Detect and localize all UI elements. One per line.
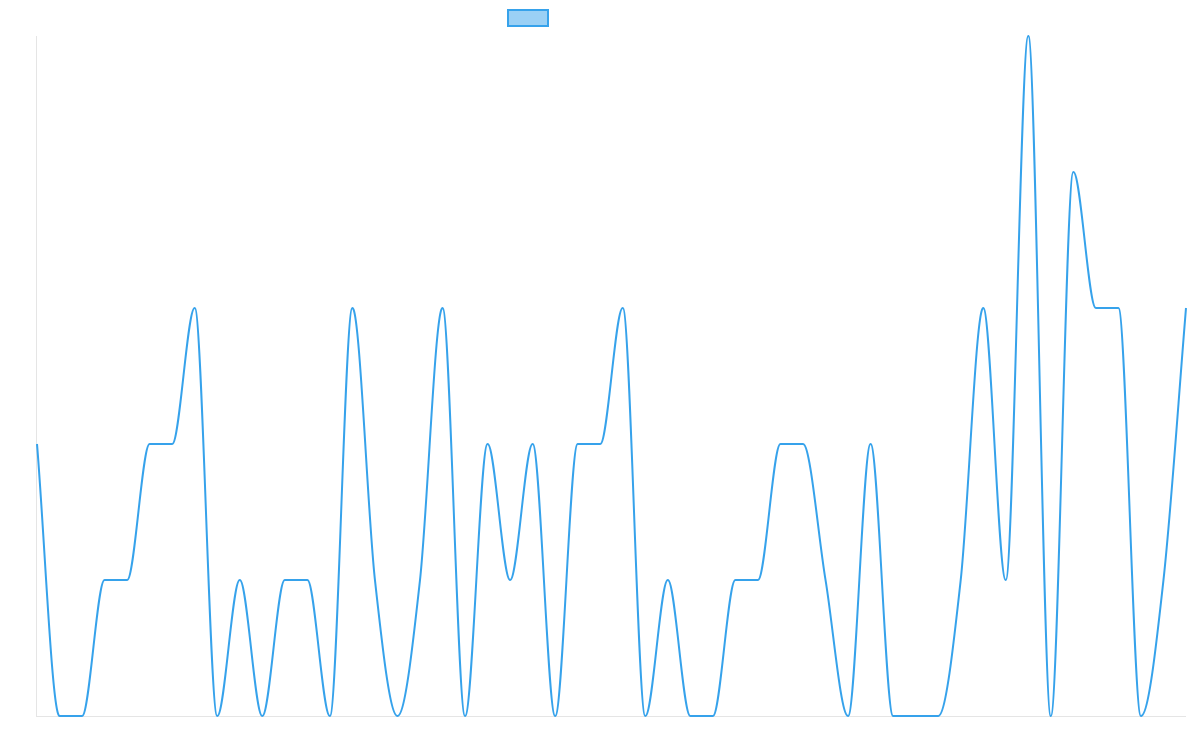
data-point[interactable] — [977, 302, 989, 314]
data-point[interactable] — [639, 710, 651, 722]
data-point[interactable] — [189, 302, 201, 314]
data-point[interactable] — [752, 574, 764, 586]
data-point[interactable] — [437, 302, 449, 314]
data-point[interactable] — [76, 710, 88, 722]
data-point[interactable] — [144, 438, 156, 450]
data-point[interactable] — [527, 438, 539, 450]
data-point[interactable] — [1180, 302, 1192, 314]
data-point[interactable] — [459, 710, 471, 722]
data-point[interactable] — [707, 710, 719, 722]
data-point[interactable] — [887, 710, 899, 722]
data-point[interactable] — [1067, 166, 1079, 178]
data-point[interactable] — [955, 574, 967, 586]
data-point[interactable] — [166, 438, 178, 450]
data-point[interactable] — [1090, 302, 1102, 314]
data-point[interactable] — [504, 574, 516, 586]
data-point[interactable] — [234, 574, 246, 586]
data-point[interactable] — [1000, 574, 1012, 586]
data-point[interactable] — [1022, 30, 1034, 42]
data-point[interactable] — [391, 710, 403, 722]
data-point[interactable] — [549, 710, 561, 722]
data-point[interactable] — [279, 574, 291, 586]
data-point[interactable] — [211, 710, 223, 722]
data-point[interactable] — [662, 574, 674, 586]
data-point[interactable] — [1157, 574, 1169, 586]
data-point[interactable] — [684, 710, 696, 722]
data-point[interactable] — [482, 438, 494, 450]
data-point[interactable] — [99, 574, 111, 586]
data-point[interactable] — [346, 302, 358, 314]
data-point[interactable] — [1112, 302, 1124, 314]
data-point[interactable] — [256, 710, 268, 722]
data-point[interactable] — [324, 710, 336, 722]
series-line — [36, 35, 1187, 717]
data-point[interactable] — [820, 574, 832, 586]
data-point[interactable] — [842, 710, 854, 722]
data-point[interactable] — [729, 574, 741, 586]
data-point[interactable] — [910, 710, 922, 722]
data-point[interactable] — [301, 574, 313, 586]
data-point[interactable] — [414, 574, 426, 586]
data-point[interactable] — [572, 438, 584, 450]
series-layer — [31, 30, 1192, 722]
data-point[interactable] — [594, 438, 606, 450]
data-point[interactable] — [797, 438, 809, 450]
data-point[interactable] — [31, 438, 43, 450]
data-point[interactable] — [865, 438, 877, 450]
data-point[interactable] — [932, 710, 944, 722]
data-point[interactable] — [774, 438, 786, 450]
data-point[interactable] — [121, 574, 133, 586]
data-point[interactable] — [54, 710, 66, 722]
data-point[interactable] — [369, 574, 381, 586]
data-point[interactable] — [1135, 710, 1147, 722]
legend[interactable] — [507, 9, 549, 27]
legend-swatch[interactable] — [507, 9, 549, 27]
data-point[interactable] — [1045, 710, 1057, 722]
data-point[interactable] — [617, 302, 629, 314]
